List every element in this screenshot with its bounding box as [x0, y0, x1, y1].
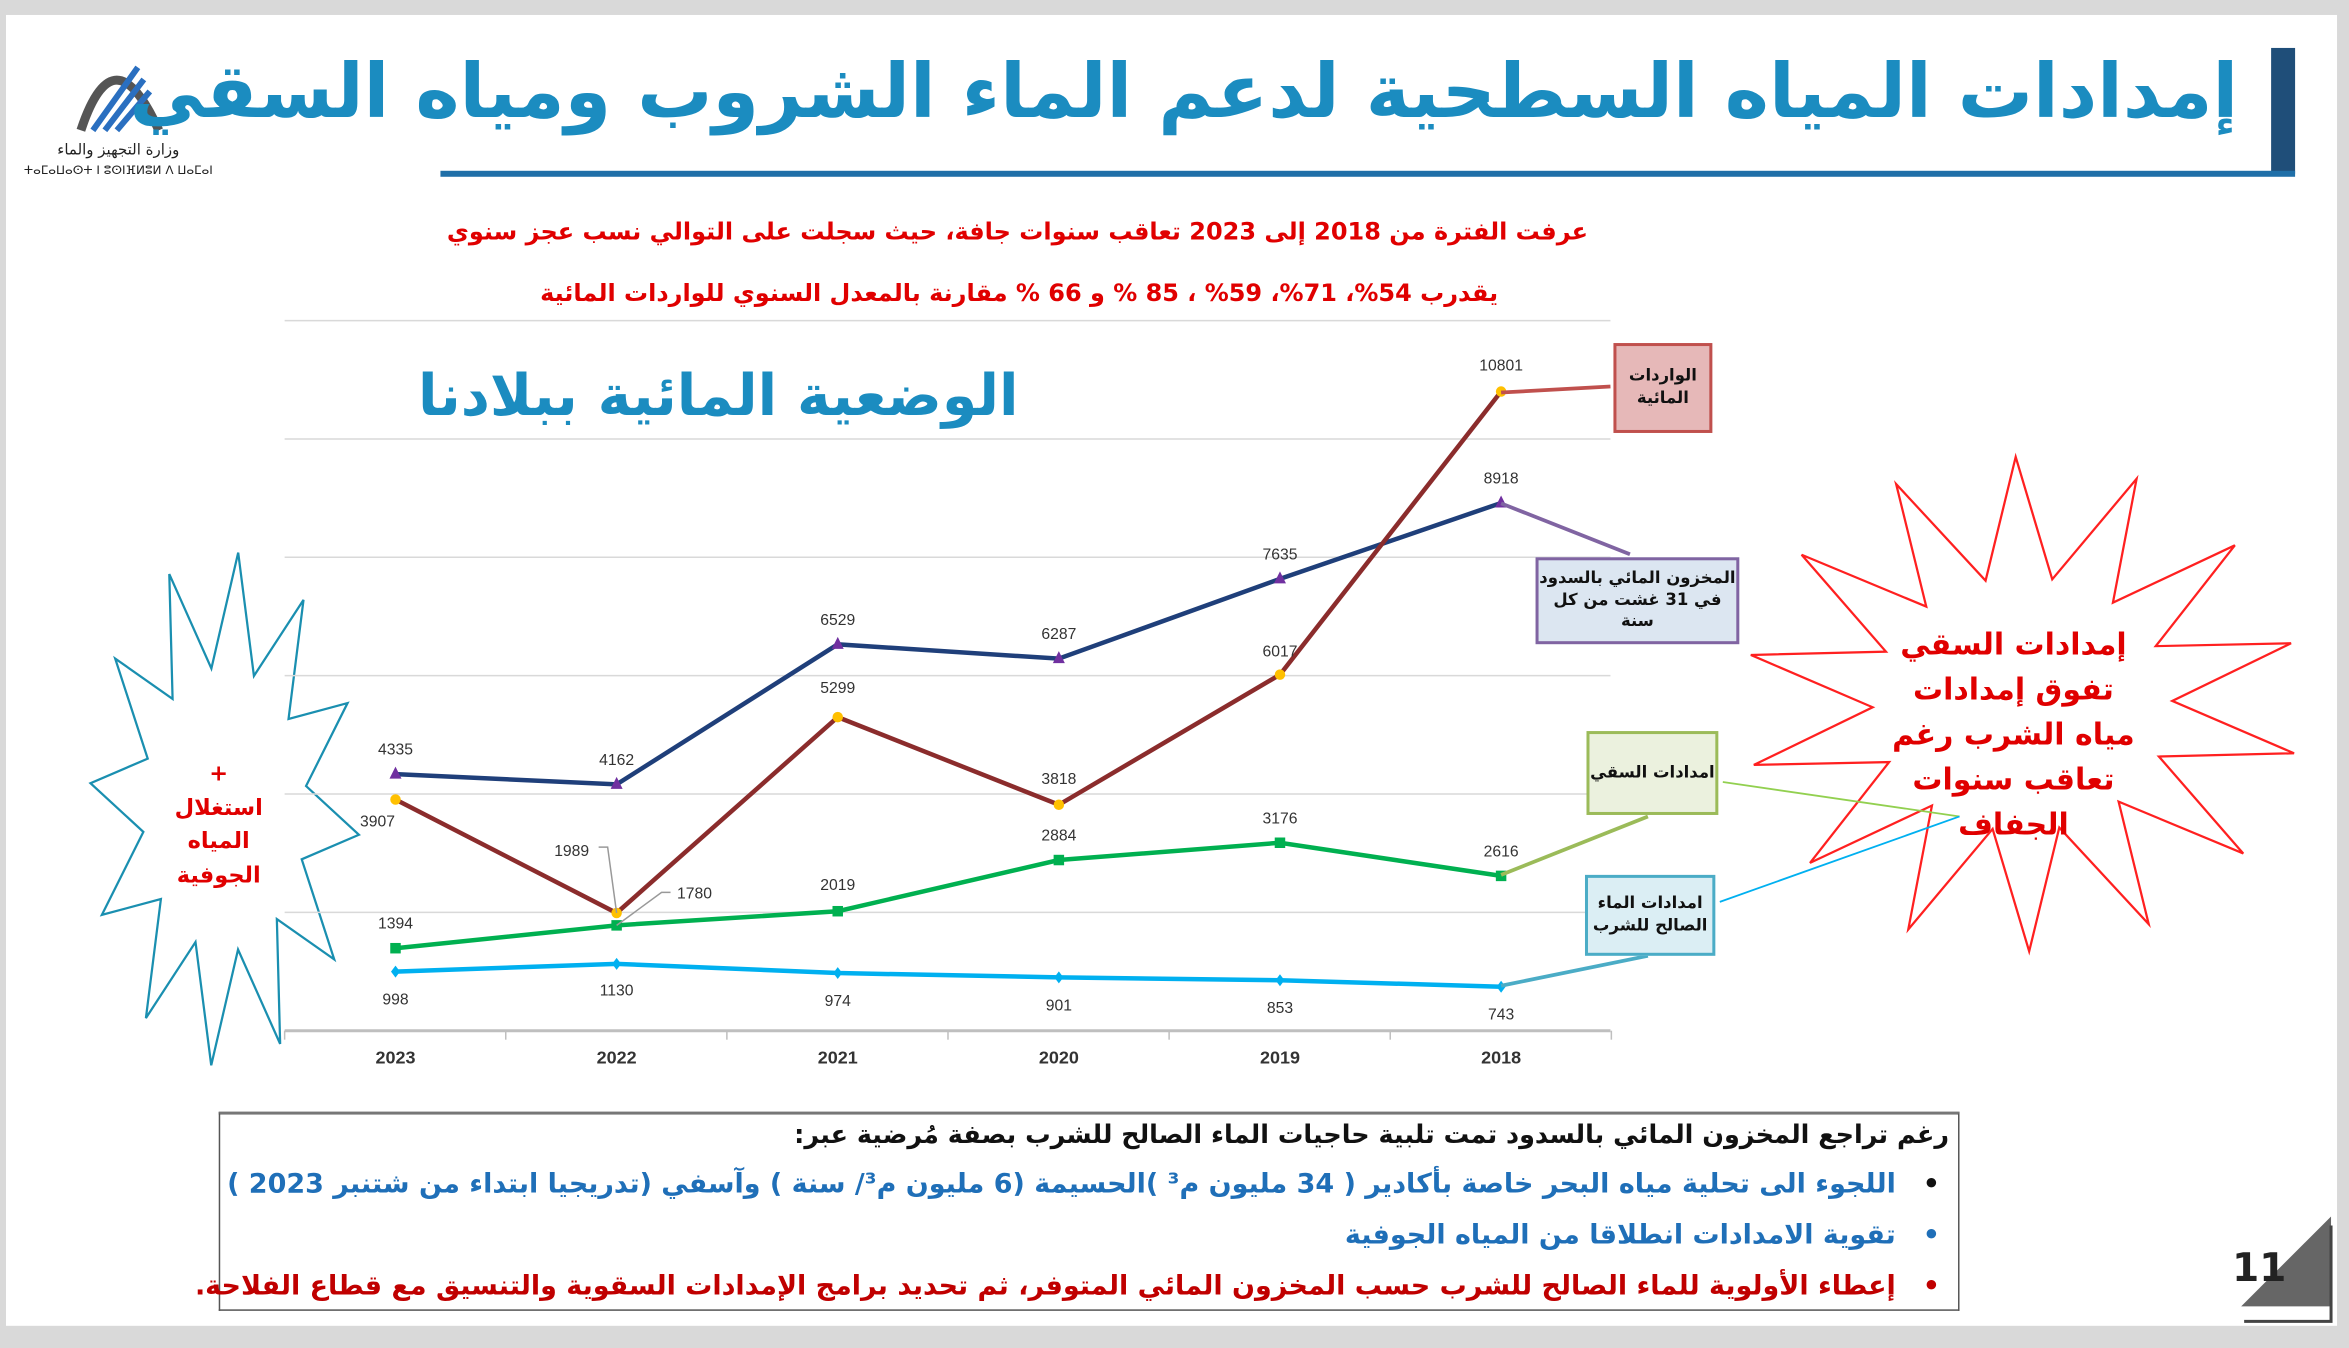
- legend-callout-drinking: امدادات الماء الصالح للشرب: [1584, 874, 1716, 956]
- data-point-triangle: [1273, 571, 1286, 584]
- data-label: 6287: [1041, 626, 1076, 643]
- data-label: 3907: [360, 813, 395, 830]
- arrow-to-drinking: [1719, 815, 1960, 903]
- arrow-to-irrigation: [1722, 781, 1960, 818]
- callout-leader: [1500, 953, 1649, 988]
- data-label: 1780: [677, 885, 712, 902]
- logo-text-tifinagh: ⵜⴰⵎⴰⵡⴰⵙⵜ ⵏ ⵓⵙⵏⴼⵍⵓⵍ ⴷ ⵡⴰⵎⴰⵏ: [23, 163, 213, 177]
- x-tick-label: 2021: [818, 1048, 858, 1068]
- data-label: 1130: [600, 982, 634, 999]
- callout-leader: [1500, 384, 1611, 395]
- bullet-icon: •: [1922, 1168, 1941, 1200]
- data-point-square: [1053, 854, 1065, 866]
- data-label: 2884: [1041, 828, 1076, 845]
- data-label: 6529: [820, 612, 855, 629]
- x-tick-label: 2022: [597, 1048, 637, 1068]
- data-label: 3176: [1262, 810, 1297, 827]
- data-point-circle: [611, 907, 622, 919]
- data-label: 10801: [1479, 358, 1523, 375]
- data-label: 2616: [1484, 843, 1519, 860]
- legend-callout-irrigation: امدادات السقي: [1586, 731, 1719, 815]
- note-text: تقوية الامدادات انطلاقا من المياه الجوفي…: [1344, 1219, 1896, 1251]
- ministry-logo: وزارة التجهيز والماء ⵜⴰⵎⴰⵡⴰⵙⵜ ⵏ ⵓⵙⵏⴼⵍⵓⵍ …: [21, 37, 216, 187]
- note-bullet-3: • إعطاء الأولوية للماء الصالح للشرب حسب ا…: [195, 1270, 1940, 1301]
- data-point-square: [611, 920, 622, 931]
- data-label: 853: [1267, 1000, 1293, 1017]
- groundwater-burst-text: + استغلال المياه الجوفية: [144, 757, 294, 892]
- data-point-triangle: [610, 776, 623, 789]
- data-point-circle: [1053, 799, 1065, 811]
- series-line-2: [395, 840, 1502, 951]
- data-label: 7635: [1262, 546, 1297, 563]
- page-number: 11: [2232, 1246, 2287, 1292]
- data-point-diamond: [391, 965, 400, 978]
- data-point-triangle: [389, 766, 402, 779]
- slide: وزارة التجهيز والماء ⵜⴰⵎⴰⵡⴰⵙⵜ ⵏ ⵓⵙⵏⴼⵍⵓⵍ …: [5, 14, 2338, 1326]
- irrigation-starburst: [1750, 452, 2295, 956]
- note-bullet-2: • تقوية الامدادات انطلاقا من المياه الجوف…: [1345, 1219, 1940, 1250]
- notes-box: رغم تراجع المخزون المائي بالسدود تمت تلب…: [195, 1111, 1960, 1311]
- title-accent-bar: [2271, 47, 2296, 174]
- note-bullet-1: • اللجوء الى تحلية مياه البحر خاصة بأكادي…: [227, 1169, 1940, 1200]
- x-tick-label: 2018: [1481, 1048, 1521, 1068]
- data-label: 5299: [820, 680, 855, 697]
- intro-line-2: يقدرب 54%، 71%، 59% ، 85 % و 66 % مقارنة…: [540, 278, 1499, 308]
- chart-title: الوضعية المائية ببلادنا: [417, 362, 1019, 429]
- slide-title: إمدادات المياه السطحية لدعم الماء الشروب…: [129, 47, 2239, 135]
- callout-leader: [1500, 501, 1631, 557]
- data-label: 1989: [554, 843, 589, 860]
- legend-callout-storage: المخزون المائي بالسدود في 31 غشت من كل س…: [1535, 557, 1740, 645]
- data-label: 2019: [820, 877, 855, 894]
- x-tick-label: 2023: [376, 1048, 416, 1068]
- data-label: 901: [1046, 997, 1072, 1014]
- data-point-square: [832, 905, 843, 917]
- data-point-circle: [832, 711, 843, 723]
- data-label: 3818: [1041, 771, 1076, 788]
- intro-line-1: عرفت الفترة من 2018 إلى 2023 تعاقب سنوات…: [446, 217, 1588, 246]
- legend-callout-inflow: الواردات المائية: [1613, 343, 1713, 433]
- irrigation-burst-text: إمدادات السقي تفوق إمدادات مياه الشرب رغ…: [1892, 626, 2135, 842]
- series-line-1: [394, 390, 1503, 916]
- data-point-diamond: [1054, 971, 1064, 984]
- data-point-triangle: [1052, 651, 1065, 664]
- data-point-circle: [1274, 669, 1286, 680]
- callout-leader: [1500, 814, 1649, 877]
- groundwater-label: استغلال المياه الجوفية: [174, 793, 263, 888]
- data-label: 998: [382, 992, 408, 1009]
- data-point-square: [1274, 837, 1286, 848]
- series-line-3: [395, 961, 1502, 989]
- note-text: اللجوء الى تحلية مياه البحر خاصة بأكادير…: [227, 1168, 1896, 1200]
- label-leader: [598, 846, 618, 914]
- bullet-icon: •: [1922, 1270, 1941, 1302]
- logo-arch-icon: [76, 65, 163, 133]
- data-point-diamond: [833, 967, 843, 980]
- data-point-circle: [390, 794, 401, 805]
- x-tick-label: 2020: [1039, 1048, 1079, 1068]
- data-label: 8918: [1484, 470, 1519, 487]
- note-text: إعطاء الأولوية للماء الصالح للشرب حسب ال…: [194, 1270, 1896, 1302]
- groundwater-starburst: [88, 552, 361, 1066]
- plus-sign: +: [209, 759, 229, 787]
- logo-text: وزارة التجهيز والماء: [57, 142, 180, 159]
- data-point-diamond: [1275, 974, 1285, 987]
- page-corner-icon: [2241, 1216, 2333, 1323]
- data-label: 1394: [378, 916, 413, 933]
- data-point-square: [390, 942, 401, 954]
- x-tick-label: 2019: [1260, 1048, 1300, 1068]
- bullet-icon: •: [1922, 1219, 1941, 1251]
- data-label: 743: [1488, 1007, 1514, 1024]
- data-point-triangle: [831, 636, 844, 649]
- data-label: 6017: [1262, 644, 1297, 661]
- data-label: 974: [825, 993, 851, 1010]
- series-line-0: [395, 500, 1502, 787]
- notes-heading: رغم تراجع المخزون المائي بالسدود تمت تلب…: [794, 1120, 1950, 1151]
- data-label: 4162: [599, 752, 634, 769]
- data-point-square: [1495, 870, 1507, 882]
- label-leader: [616, 891, 671, 926]
- title-underline: [440, 170, 2296, 177]
- data-point-diamond: [612, 957, 622, 970]
- data-label: 4335: [378, 742, 413, 759]
